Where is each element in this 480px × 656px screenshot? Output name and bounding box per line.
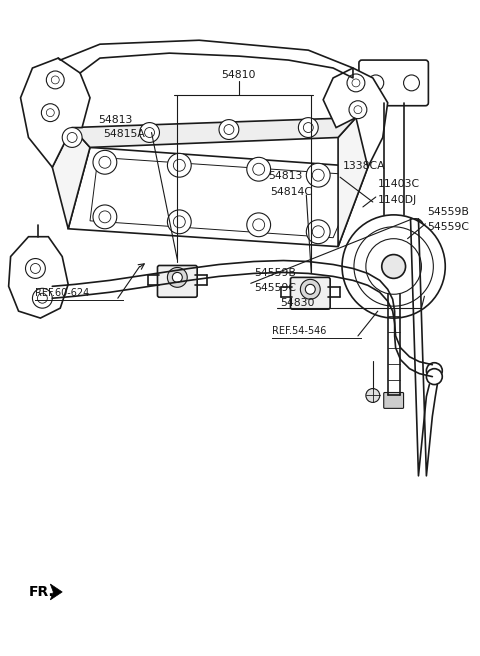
Polygon shape (72, 117, 356, 148)
Circle shape (342, 215, 445, 318)
Circle shape (173, 216, 185, 228)
Polygon shape (50, 584, 62, 600)
FancyBboxPatch shape (157, 266, 197, 297)
Circle shape (253, 219, 264, 231)
Circle shape (306, 220, 330, 243)
Text: 54810: 54810 (222, 70, 256, 80)
Circle shape (306, 163, 330, 187)
Circle shape (51, 76, 59, 84)
Text: FR.: FR. (28, 585, 54, 599)
Text: 1338CA: 1338CA (343, 161, 385, 171)
Text: 54559B: 54559B (427, 207, 469, 217)
Text: 54559C: 54559C (254, 283, 296, 293)
Polygon shape (68, 148, 368, 247)
Circle shape (354, 227, 433, 306)
Circle shape (426, 369, 442, 384)
Circle shape (312, 226, 324, 237)
FancyBboxPatch shape (290, 277, 330, 309)
Circle shape (366, 388, 380, 402)
Circle shape (253, 163, 264, 175)
Circle shape (67, 133, 77, 142)
Circle shape (354, 106, 362, 113)
Ellipse shape (43, 283, 57, 301)
Circle shape (41, 104, 59, 121)
Circle shape (224, 125, 234, 134)
Circle shape (300, 279, 320, 299)
Text: 54559B: 54559B (254, 268, 296, 278)
Polygon shape (21, 58, 90, 167)
Circle shape (99, 156, 111, 168)
Circle shape (349, 101, 367, 119)
Circle shape (93, 205, 117, 229)
Circle shape (37, 293, 48, 303)
Circle shape (305, 284, 315, 295)
Circle shape (33, 288, 52, 308)
Text: 54813: 54813 (269, 171, 303, 181)
Polygon shape (338, 117, 378, 247)
Text: 54815A: 54815A (103, 129, 145, 140)
Text: REF.60-624: REF.60-624 (36, 288, 90, 298)
FancyBboxPatch shape (384, 392, 404, 409)
Circle shape (247, 157, 271, 181)
Circle shape (93, 150, 117, 174)
Circle shape (352, 79, 360, 87)
Circle shape (25, 258, 45, 278)
Circle shape (347, 74, 365, 92)
Text: 54559C: 54559C (427, 222, 469, 232)
Circle shape (368, 75, 384, 91)
Text: REF.54-546: REF.54-546 (272, 326, 326, 336)
Polygon shape (52, 127, 90, 229)
Polygon shape (9, 237, 68, 318)
Circle shape (366, 239, 421, 295)
Circle shape (168, 210, 191, 234)
Text: 11403C: 11403C (378, 179, 420, 189)
Polygon shape (323, 68, 388, 167)
Circle shape (408, 219, 423, 235)
Circle shape (47, 109, 54, 117)
Circle shape (303, 123, 313, 133)
Circle shape (172, 272, 182, 282)
Circle shape (47, 71, 64, 89)
Circle shape (404, 75, 420, 91)
Text: 54813: 54813 (98, 115, 132, 125)
Circle shape (168, 154, 191, 177)
Circle shape (140, 123, 159, 142)
Text: 1140DJ: 1140DJ (378, 195, 417, 205)
Circle shape (382, 255, 406, 278)
Text: 54830: 54830 (280, 298, 315, 308)
Polygon shape (90, 157, 360, 237)
Circle shape (62, 127, 82, 148)
Circle shape (299, 117, 318, 138)
Circle shape (30, 264, 40, 274)
Circle shape (144, 127, 155, 138)
Circle shape (247, 213, 271, 237)
Circle shape (426, 363, 442, 379)
Text: 54814C: 54814C (271, 187, 312, 197)
Circle shape (99, 211, 111, 223)
Circle shape (219, 119, 239, 140)
FancyBboxPatch shape (359, 60, 428, 106)
Circle shape (173, 159, 185, 171)
Circle shape (312, 169, 324, 181)
Circle shape (168, 268, 187, 287)
